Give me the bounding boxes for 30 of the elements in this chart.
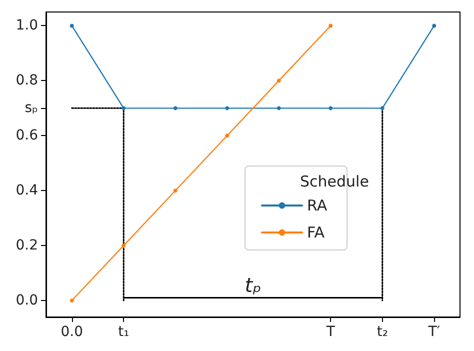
legend-label: FA bbox=[307, 224, 326, 242]
legend-label: RA bbox=[307, 196, 328, 214]
x-tick-label: T′ bbox=[427, 324, 440, 340]
x-tick-label: T bbox=[325, 324, 336, 340]
point bbox=[122, 106, 126, 110]
y-tick-label: 0.8 bbox=[16, 72, 38, 89]
x-tick-label: t₁ bbox=[118, 324, 130, 340]
y-tick-label: 0.0 bbox=[16, 292, 38, 309]
y-tick-label: 0.2 bbox=[16, 238, 38, 254]
point bbox=[328, 24, 333, 28]
point bbox=[173, 106, 178, 110]
point bbox=[276, 106, 281, 110]
legend-title: Schedule bbox=[300, 172, 369, 190]
point bbox=[380, 106, 384, 110]
point bbox=[70, 298, 74, 303]
point bbox=[225, 134, 230, 138]
y-tick-label: sₚ bbox=[24, 100, 38, 116]
annotation: tₚ bbox=[244, 273, 262, 297]
y-tick-label: 1.0 bbox=[16, 18, 38, 34]
point bbox=[70, 24, 74, 28]
point bbox=[225, 106, 230, 110]
point bbox=[173, 188, 178, 193]
point bbox=[328, 106, 333, 110]
x-tick-label: 0.0 bbox=[60, 324, 84, 340]
point bbox=[432, 24, 436, 28]
x-tick-label: t₂ bbox=[376, 324, 388, 340]
point bbox=[122, 244, 126, 248]
point bbox=[276, 78, 281, 83]
y-tick-label: 0.4 bbox=[16, 182, 38, 199]
y-tick-label: 0.6 bbox=[16, 128, 38, 144]
